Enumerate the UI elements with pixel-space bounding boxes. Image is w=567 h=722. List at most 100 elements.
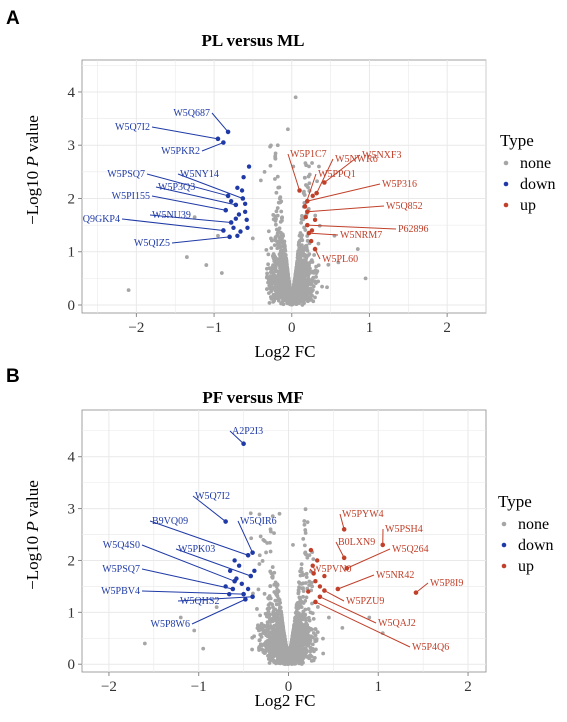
leader-line bbox=[141, 568, 233, 590]
point-none bbox=[256, 628, 261, 633]
point-none bbox=[275, 651, 280, 656]
point-none bbox=[304, 618, 308, 623]
point-up bbox=[303, 214, 308, 220]
point-none bbox=[316, 605, 320, 609]
point-none bbox=[192, 215, 197, 220]
legend-title: Type bbox=[500, 131, 534, 150]
point-none bbox=[272, 570, 277, 575]
leader-line bbox=[324, 590, 345, 602]
leader-line bbox=[229, 430, 244, 445]
leader-line bbox=[237, 520, 254, 553]
point-none bbox=[269, 296, 274, 301]
point-down bbox=[235, 233, 240, 238]
point-none bbox=[281, 625, 286, 630]
point-none bbox=[262, 539, 267, 543]
leader-line bbox=[191, 598, 246, 625]
point-down bbox=[242, 209, 248, 214]
point-none bbox=[313, 627, 318, 632]
legend-marker-up bbox=[503, 202, 509, 208]
point-none bbox=[303, 528, 308, 532]
point-none bbox=[336, 260, 341, 265]
point-none bbox=[310, 161, 314, 165]
point-none bbox=[219, 271, 224, 275]
point-down bbox=[227, 568, 233, 574]
point-none bbox=[303, 612, 308, 617]
point-none bbox=[278, 244, 283, 249]
point-none bbox=[302, 225, 307, 230]
point-none bbox=[306, 261, 311, 266]
point-none bbox=[295, 627, 300, 632]
point-none bbox=[277, 271, 282, 276]
chart-title: PF versus MF bbox=[202, 388, 303, 407]
point-none bbox=[264, 550, 268, 555]
point-none bbox=[283, 662, 288, 667]
x-tick-label: −1 bbox=[191, 679, 207, 695]
point-none bbox=[283, 264, 288, 268]
point-none bbox=[273, 154, 278, 159]
point-none bbox=[274, 289, 278, 293]
point-none bbox=[276, 258, 280, 263]
point-none bbox=[265, 271, 270, 276]
point-none bbox=[310, 584, 315, 589]
point-none bbox=[314, 275, 318, 279]
point-none bbox=[282, 239, 287, 244]
x-axis-label: Log2 FC bbox=[255, 691, 316, 710]
point-none bbox=[267, 661, 272, 665]
point-none bbox=[279, 240, 283, 245]
point-up bbox=[308, 547, 314, 553]
legend: Type none down up bbox=[498, 492, 554, 575]
point-none bbox=[274, 190, 279, 195]
point-label: W5Q4S0 bbox=[103, 540, 140, 551]
point-none bbox=[304, 595, 309, 600]
point-none bbox=[308, 291, 312, 296]
point-none bbox=[272, 531, 276, 536]
point-none bbox=[275, 143, 280, 148]
point-none bbox=[321, 636, 325, 641]
point-none bbox=[303, 551, 307, 555]
point-none bbox=[266, 641, 271, 646]
point-none bbox=[340, 626, 345, 630]
point-none bbox=[325, 285, 329, 290]
grid bbox=[82, 60, 487, 313]
leader-line bbox=[339, 513, 345, 530]
point-none bbox=[302, 292, 307, 297]
point-none bbox=[273, 630, 277, 635]
point-none bbox=[272, 582, 277, 587]
point-label: W5PSQ7 bbox=[102, 564, 140, 575]
point-none bbox=[184, 255, 189, 259]
point-down bbox=[252, 568, 257, 574]
point-none bbox=[272, 265, 276, 270]
point-label: A2P2I3 bbox=[232, 426, 263, 437]
panel-letter: B bbox=[6, 366, 20, 387]
point-up bbox=[315, 558, 320, 563]
point-label: W5NU39 bbox=[152, 210, 191, 221]
point-none bbox=[295, 259, 300, 263]
leader-line bbox=[177, 596, 253, 602]
point-none bbox=[300, 286, 305, 291]
point-none bbox=[295, 298, 300, 303]
point-none bbox=[281, 276, 286, 281]
point-none bbox=[295, 601, 300, 605]
leader-line bbox=[175, 548, 251, 577]
point-none bbox=[269, 657, 274, 662]
point-none bbox=[266, 229, 271, 234]
y-tick-label: 2 bbox=[68, 191, 76, 207]
point-none bbox=[308, 653, 313, 658]
point-none bbox=[280, 232, 285, 237]
point-label: W5NWR6 bbox=[335, 154, 378, 165]
point-none bbox=[309, 627, 313, 631]
point-none bbox=[298, 232, 303, 237]
point-none bbox=[270, 619, 275, 624]
point-none bbox=[267, 646, 272, 651]
point-none bbox=[303, 622, 308, 627]
point-none bbox=[275, 174, 280, 179]
point-none bbox=[267, 291, 271, 295]
point-down bbox=[245, 586, 251, 592]
point-label: P62896 bbox=[398, 224, 429, 235]
point-none bbox=[278, 200, 283, 205]
point-none bbox=[306, 642, 311, 647]
point-none bbox=[301, 283, 306, 288]
point-none bbox=[265, 287, 269, 291]
point-none bbox=[277, 511, 282, 516]
point-none bbox=[315, 179, 319, 184]
